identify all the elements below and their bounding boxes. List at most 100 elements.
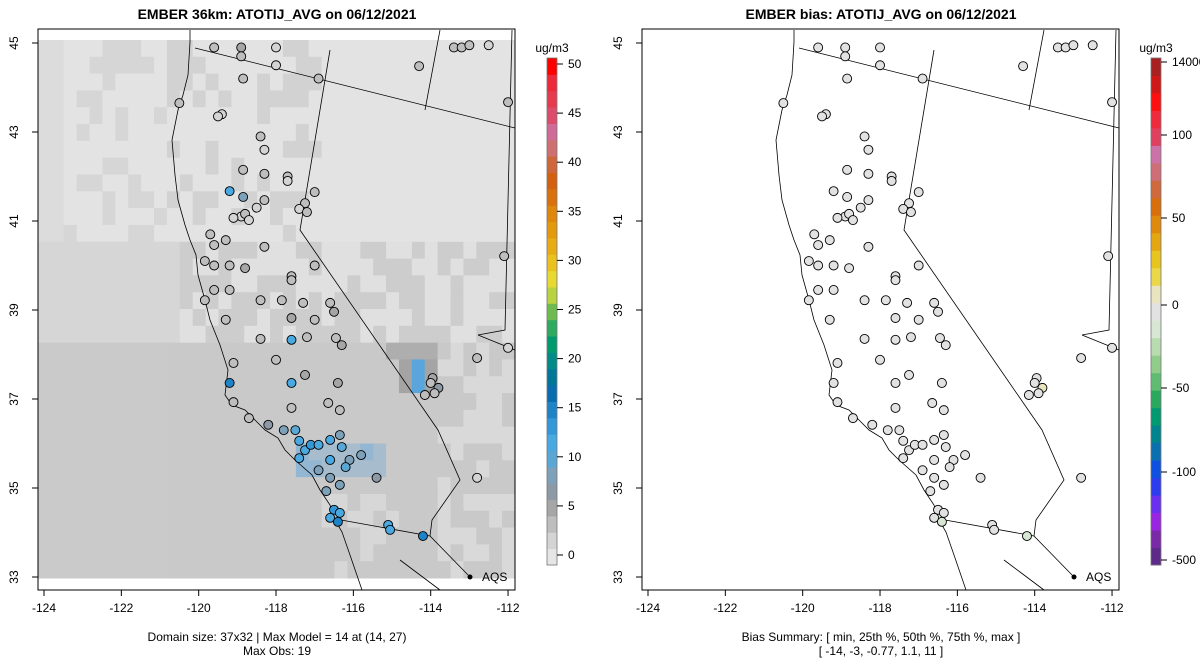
station-point bbox=[309, 260, 320, 271]
model-grid-cell bbox=[76, 90, 91, 108]
model-grid-cell bbox=[166, 40, 181, 58]
model-grid-cell bbox=[218, 241, 232, 260]
model-grid-cell bbox=[192, 40, 207, 58]
model-grid-cell bbox=[205, 493, 219, 512]
model-grid-cell bbox=[102, 393, 116, 411]
model-grid-cell bbox=[76, 40, 91, 58]
model-grid-cell bbox=[102, 409, 116, 428]
model-grid-cell bbox=[50, 140, 65, 159]
model-grid-cell bbox=[218, 544, 232, 562]
model-grid-cell bbox=[76, 56, 91, 75]
model-grid-cell bbox=[154, 90, 168, 108]
model-grid-cell bbox=[424, 460, 439, 478]
station-point bbox=[418, 531, 428, 542]
model-grid-cell bbox=[89, 191, 103, 209]
model-grid-cell bbox=[398, 191, 413, 209]
model-grid-cell bbox=[257, 342, 271, 360]
model-grid-cell bbox=[489, 224, 503, 243]
model-grid-cell bbox=[102, 258, 116, 276]
model-grid-cell bbox=[192, 208, 207, 226]
model-grid-cell bbox=[192, 359, 207, 377]
model-grid-cell bbox=[154, 191, 168, 209]
model-grid-cell bbox=[63, 73, 78, 91]
model-grid-cell bbox=[257, 174, 271, 192]
model-grid-cell bbox=[63, 56, 78, 75]
model-grid-cell bbox=[154, 275, 168, 293]
model-grid-cell bbox=[166, 544, 181, 562]
model-grid-cell bbox=[128, 208, 142, 226]
station-point bbox=[890, 402, 901, 413]
model-grid-cell bbox=[502, 73, 516, 91]
model-grid-cell bbox=[231, 90, 245, 108]
model-grid-cell bbox=[115, 544, 129, 562]
model-grid-cell bbox=[192, 426, 207, 444]
model-grid-cell bbox=[89, 107, 103, 125]
model-grid-cell bbox=[115, 208, 129, 226]
model-grid-cell bbox=[308, 157, 323, 175]
model-grid-cell bbox=[257, 393, 271, 411]
model-grid-cell bbox=[154, 376, 168, 394]
station-point bbox=[238, 192, 249, 202]
station-point bbox=[419, 390, 430, 400]
model-grid-cell bbox=[373, 56, 387, 75]
model-grid-cell bbox=[450, 191, 464, 209]
model-grid-cell bbox=[295, 241, 310, 260]
model-grid-cell bbox=[244, 376, 258, 394]
model-grid-cell bbox=[373, 376, 387, 394]
station-point bbox=[917, 73, 928, 84]
model-grid-cell bbox=[76, 157, 91, 175]
model-grid-cell bbox=[437, 241, 452, 260]
model-grid-cell bbox=[282, 527, 297, 545]
model-grid-cell bbox=[398, 73, 413, 91]
model-grid-cell bbox=[282, 544, 297, 562]
model-grid-cell bbox=[437, 208, 452, 226]
station-point bbox=[286, 334, 297, 345]
model-grid-cell bbox=[411, 124, 426, 142]
model-grid-cell bbox=[360, 342, 374, 360]
coastline bbox=[1003, 559, 1045, 591]
model-grid-cell bbox=[437, 443, 452, 461]
model-grid-cell bbox=[154, 561, 168, 579]
station-point bbox=[325, 472, 336, 483]
model-grid-cell bbox=[450, 157, 464, 175]
model-grid-cell bbox=[334, 157, 348, 175]
model-grid-cell bbox=[489, 493, 503, 512]
model-grid-cell bbox=[179, 527, 194, 545]
model-grid-cell bbox=[50, 460, 65, 478]
model-grid-cell bbox=[386, 56, 400, 75]
model-grid-cell bbox=[76, 393, 91, 411]
station-point bbox=[286, 378, 297, 388]
model-grid-cell bbox=[63, 40, 78, 58]
model-grid-cell bbox=[141, 409, 155, 428]
station-point bbox=[832, 358, 843, 368]
model-grid-cell bbox=[128, 309, 142, 327]
model-grid-cell bbox=[398, 208, 413, 226]
model-grid-cell bbox=[154, 174, 168, 192]
model-grid-cell bbox=[270, 157, 284, 175]
model-grid-cell bbox=[308, 174, 323, 192]
coastline bbox=[171, 30, 363, 591]
colorbar-segment bbox=[1151, 197, 1161, 216]
station-point bbox=[824, 314, 835, 325]
station-point bbox=[902, 297, 913, 308]
model-grid-cell bbox=[128, 477, 142, 495]
model-grid-cell bbox=[218, 527, 232, 545]
model-grid-cell bbox=[38, 510, 52, 529]
model-grid-cell bbox=[270, 342, 284, 360]
x-tick-label: -114 bbox=[419, 601, 442, 615]
model-grid-cell bbox=[257, 561, 271, 579]
model-grid-cell bbox=[244, 426, 258, 444]
model-grid-cell bbox=[154, 426, 168, 444]
model-grid-cell bbox=[76, 342, 91, 360]
model-grid-cell bbox=[179, 140, 194, 159]
station-point bbox=[499, 251, 510, 262]
station-point bbox=[875, 354, 885, 365]
model-grid-cell bbox=[218, 140, 232, 159]
model-grid-cell bbox=[476, 561, 490, 579]
station-point bbox=[913, 260, 924, 271]
station-point bbox=[859, 295, 870, 306]
model-grid-cell bbox=[102, 376, 116, 394]
station-point bbox=[199, 295, 210, 306]
model-grid-cell bbox=[476, 544, 490, 562]
model-grid-cell bbox=[373, 258, 387, 276]
